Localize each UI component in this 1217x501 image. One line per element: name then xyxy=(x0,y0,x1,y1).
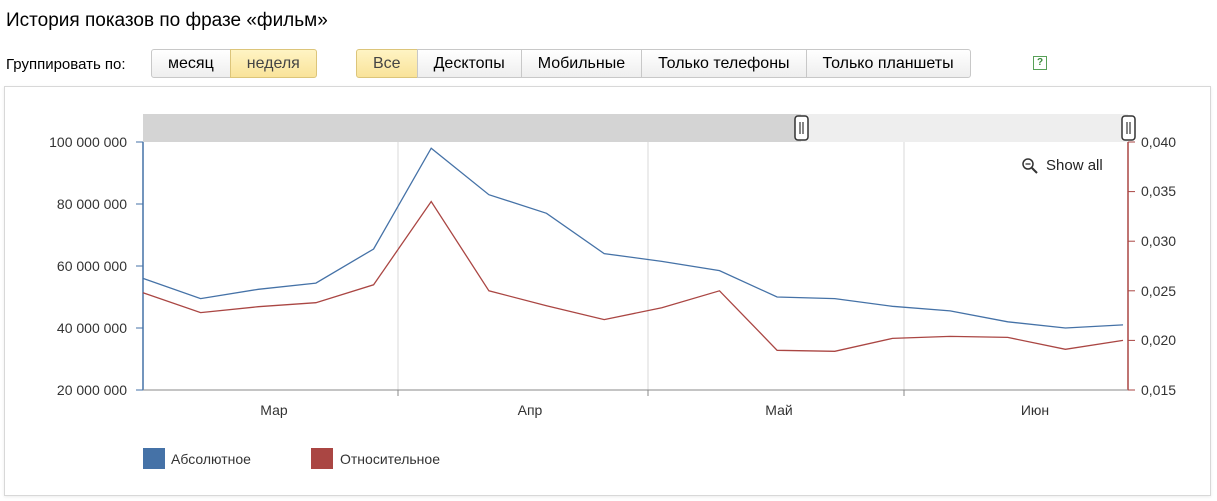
series-line-absolute xyxy=(142,147,1124,329)
y-left-tick-label: 60 000 000 xyxy=(57,258,127,274)
y-right-tick-label: 0,025 xyxy=(1141,283,1176,299)
group-by-label: Группировать по: xyxy=(6,56,126,73)
x-tick-label: Июн xyxy=(1021,402,1049,418)
series-points-relative xyxy=(142,201,1124,352)
x-tick-label: Апр xyxy=(518,402,543,418)
legend-swatch-absolute xyxy=(143,448,165,469)
series-line-relative xyxy=(142,200,1124,352)
page-title: История показов по фразе «фильм» xyxy=(6,10,328,31)
y-left-tick-label: 100 000 000 xyxy=(49,134,127,150)
chart-panel xyxy=(4,86,1211,496)
filter-all-button[interactable]: Все xyxy=(356,49,418,78)
navigator-left-handle[interactable] xyxy=(794,115,809,141)
y-right-tick-label: 0,030 xyxy=(1141,233,1176,249)
y-left-tick-label: 80 000 000 xyxy=(57,196,127,212)
group-by-month-button[interactable]: месяц xyxy=(151,49,231,78)
x-tick-label: Мар xyxy=(260,402,288,418)
show-all-label: Show all xyxy=(1046,157,1103,174)
x-tick-label: Май xyxy=(765,402,792,418)
y-left-tick-label: 40 000 000 xyxy=(57,320,127,336)
group-by-switch: месяц неделя xyxy=(151,49,317,78)
filter-desktop-button[interactable]: Десктопы xyxy=(416,49,522,78)
y-right-tick-label: 0,040 xyxy=(1141,134,1176,150)
y-right-tick-label: 0,020 xyxy=(1141,332,1176,348)
legend-label-relative: Относительное xyxy=(340,451,440,467)
filter-phones-button[interactable]: Только телефоны xyxy=(641,49,807,78)
filter-mobile-button[interactable]: Мобильные xyxy=(520,49,643,78)
navigator-right-handle[interactable] xyxy=(1121,115,1136,141)
y-right-tick-label: 0,035 xyxy=(1141,183,1176,199)
device-filter: Все Десктопы Мобильные Только телефоны Т… xyxy=(356,49,971,78)
filter-tablets-button[interactable]: Только планшеты xyxy=(805,49,971,78)
y-left-tick-label: 20 000 000 xyxy=(57,382,127,398)
show-all-button[interactable]: Show all xyxy=(1022,157,1103,174)
legend-item-relative[interactable]: Относительное xyxy=(311,448,440,469)
legend-item-absolute[interactable]: Абсолютное xyxy=(143,448,251,469)
group-by-week-button[interactable]: неделя xyxy=(229,49,317,78)
navigator-selected-range[interactable] xyxy=(143,114,801,142)
legend-swatch-relative xyxy=(311,448,333,469)
legend: Абсолютное Относительное xyxy=(143,448,440,469)
help-icon[interactable]: ? xyxy=(1033,56,1047,70)
series-points-absolute xyxy=(142,148,1124,329)
y-right-tick-label: 0,015 xyxy=(1141,382,1176,398)
legend-label-absolute: Абсолютное xyxy=(171,451,251,467)
zoom-out-icon xyxy=(1022,158,1038,174)
